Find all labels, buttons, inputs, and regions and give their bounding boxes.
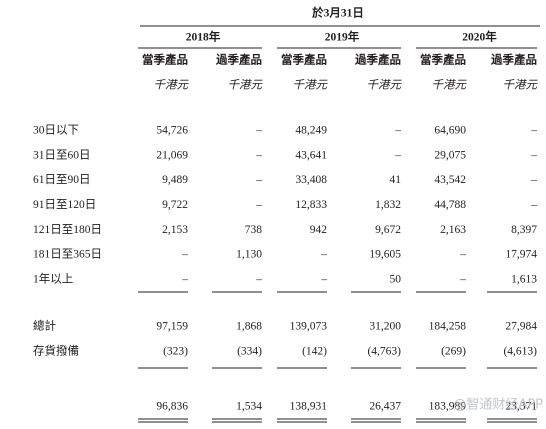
cell: 50 [390, 273, 402, 285]
cell: 9,489 [162, 174, 188, 186]
cell: 9,672 [375, 224, 401, 236]
subheader: 過季產品 [354, 53, 401, 67]
subheader: 當季產品 [281, 53, 327, 67]
cell: 1,832 [375, 199, 401, 211]
cell: 96,836 [156, 401, 188, 413]
cell: 21,069 [156, 149, 188, 161]
cell: – [394, 149, 401, 161]
cell: 138,931 [290, 401, 328, 413]
cell: 23,371 [505, 401, 537, 413]
cell: 738 [245, 224, 263, 236]
row-label: 91日至120日 [33, 199, 96, 211]
cell: 48,249 [295, 125, 327, 137]
cell: 31,200 [369, 321, 401, 333]
cell: 8,397 [511, 224, 537, 236]
cell: 2,153 [162, 224, 188, 236]
subheader: 過季產品 [490, 53, 537, 67]
cell: – [181, 249, 188, 261]
cell: 1,130 [236, 249, 262, 261]
watermark: @智通财经APP [453, 398, 543, 413]
cell: 19,605 [369, 249, 401, 261]
cell: 29,075 [434, 149, 466, 161]
row-label: 61日至90日 [33, 174, 91, 186]
cell: 184,258 [429, 321, 467, 333]
unit: 千港元 [228, 79, 264, 92]
cell: – [320, 249, 327, 261]
cell: 17,974 [505, 249, 537, 261]
cell: – [320, 273, 327, 285]
subheader: 過季產品 [215, 53, 262, 67]
unit: 千港元 [503, 79, 539, 92]
cell: 2,163 [440, 224, 466, 236]
cell: – [181, 273, 188, 285]
cell: – [255, 174, 262, 186]
cell: – [255, 125, 262, 137]
cell: 26,437 [369, 401, 401, 413]
cell: 942 [310, 224, 328, 236]
cell: (269) [441, 346, 466, 358]
cell: (4,763) [367, 346, 401, 358]
cell: 97,159 [156, 321, 188, 333]
row-label: 181日至365日 [33, 249, 102, 261]
cell: – [530, 149, 537, 161]
cell: – [394, 125, 401, 137]
row-label: 1年以上 [33, 271, 73, 285]
row-label: 121日至180日 [33, 224, 102, 236]
cell: – [255, 273, 262, 285]
cell: 43,542 [434, 174, 466, 186]
cell: (4,613) [503, 346, 537, 358]
row-label: 存貨撥備 [33, 344, 79, 358]
cell: 9,722 [162, 199, 188, 211]
subheader: 當季產品 [142, 53, 188, 67]
row-label: 31日至60日 [33, 149, 91, 161]
header: 於3月31日 [312, 6, 364, 20]
cell: (323) [163, 346, 188, 358]
cell: 12,833 [295, 199, 327, 211]
row-label: 總計 [33, 319, 56, 333]
year-header: 2019年 [325, 30, 360, 44]
cell: – [530, 174, 537, 186]
subheader: 當季產品 [420, 53, 466, 67]
cell: 1,613 [511, 273, 537, 285]
cell: – [530, 199, 537, 211]
cell: 1,868 [236, 321, 262, 333]
unit: 千港元 [432, 79, 468, 92]
cell: 54,726 [156, 125, 188, 137]
cell: (334) [237, 346, 262, 358]
cell: 1,534 [236, 401, 262, 413]
row-label: 30日以下 [33, 124, 79, 137]
cell: – [255, 149, 262, 161]
cell: 27,984 [505, 321, 537, 333]
cell: – [459, 273, 466, 285]
unit: 千港元 [154, 79, 190, 92]
cell: 43,641 [295, 149, 327, 161]
cell: – [530, 125, 537, 137]
year-header: 2020年 [462, 30, 497, 44]
cell: – [459, 249, 466, 261]
unit: 千港元 [367, 79, 403, 92]
year-header: 2018年 [186, 30, 221, 44]
cell: – [255, 199, 262, 211]
unit: 千港元 [293, 79, 329, 92]
cell: (142) [302, 346, 327, 358]
cell: 139,073 [290, 321, 328, 333]
cell: 183,989 [429, 401, 467, 413]
cell: 64,690 [434, 125, 466, 137]
cell: 44,788 [434, 199, 466, 211]
cell: 41 [390, 174, 402, 186]
cell: 33,408 [295, 174, 327, 186]
